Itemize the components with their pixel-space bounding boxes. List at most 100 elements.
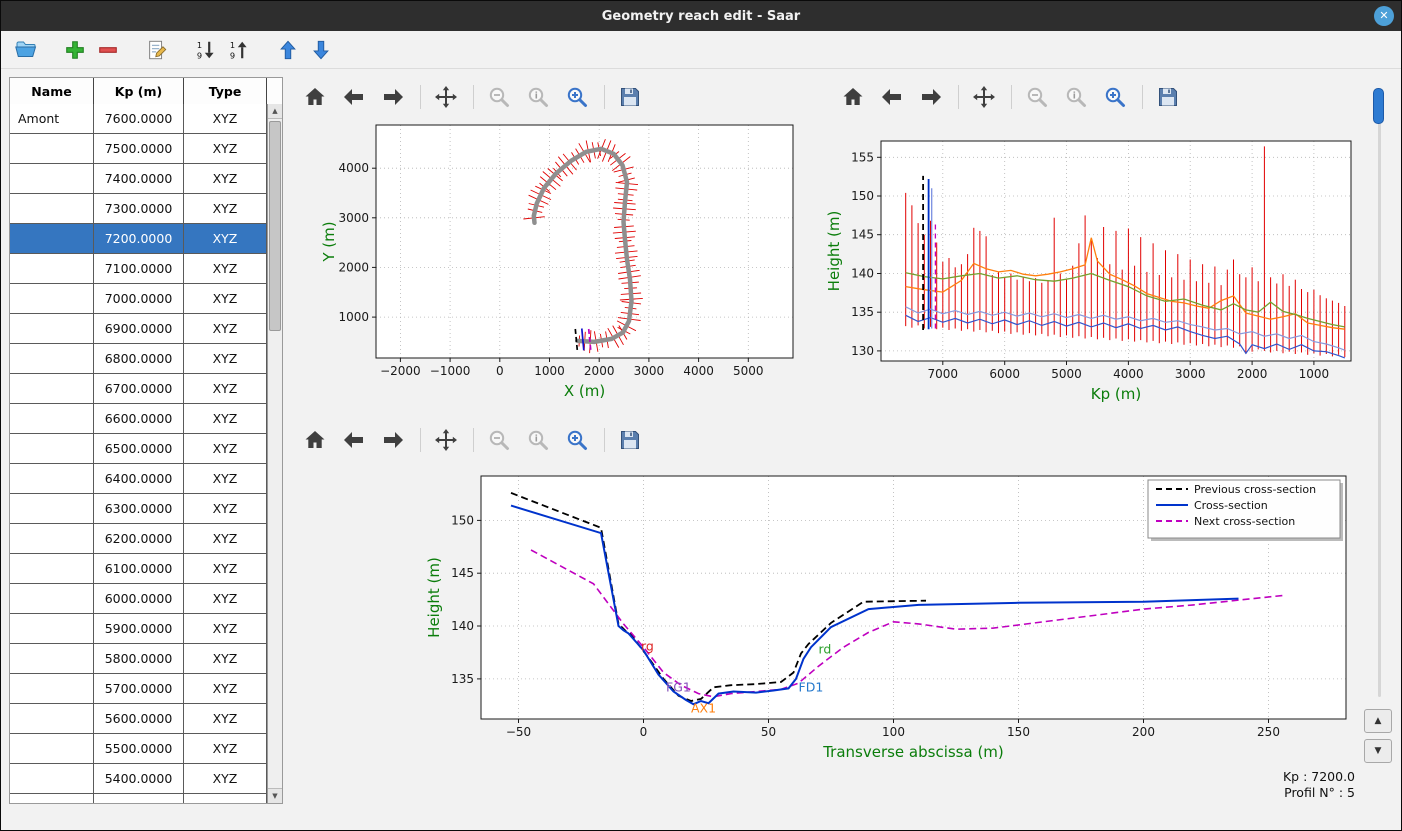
add-icon[interactable] xyxy=(62,37,88,63)
move-up-icon[interactable] xyxy=(275,37,301,63)
cell-kp: 6200.0000 xyxy=(94,524,184,553)
forward-icon[interactable] xyxy=(378,425,408,455)
status-info: Kp : 7200.0 Profil N° : 5 xyxy=(1283,769,1355,801)
svg-text:2000: 2000 xyxy=(338,260,369,274)
table-row[interactable]: 7000.0000 XYZ xyxy=(10,284,267,314)
scrollbar-thumb[interactable] xyxy=(269,121,281,331)
status-kp: Kp : 7200.0 xyxy=(1282,769,1355,784)
plan-view-chart[interactable]: −2000 −1000 0 1000 2000 3000 4000 5000 1000 2000 3… xyxy=(288,115,823,420)
profile-down-button[interactable]: ▼ xyxy=(1364,739,1392,763)
back-icon[interactable] xyxy=(877,82,907,112)
long-profile-chart[interactable]: 7000 6000 5000 4000 3000 2000 1000 130 135 140 145… xyxy=(826,115,1361,420)
table-row[interactable]: 7500.0000 XYZ xyxy=(10,134,267,164)
save-icon[interactable] xyxy=(615,82,645,112)
svg-text:4000: 4000 xyxy=(338,161,369,175)
vertical-slider-thumb[interactable] xyxy=(1373,88,1384,124)
remove-icon[interactable] xyxy=(95,37,121,63)
svg-text:3000: 3000 xyxy=(338,211,369,225)
home-icon[interactable] xyxy=(838,82,868,112)
pan-icon[interactable] xyxy=(969,82,999,112)
pan-icon[interactable] xyxy=(431,82,461,112)
svg-text:rg: rg xyxy=(641,638,654,653)
svg-text:140: 140 xyxy=(851,267,874,281)
titlebar[interactable]: Geometry reach edit - Saar ✕ xyxy=(1,1,1401,31)
cell-name xyxy=(10,524,94,553)
cell-name xyxy=(10,584,94,613)
save-icon[interactable] xyxy=(615,425,645,455)
table-row[interactable]: 7300.0000 XYZ xyxy=(10,194,267,224)
svg-text:7000: 7000 xyxy=(928,367,959,381)
cell-name xyxy=(10,164,94,193)
cell-name xyxy=(10,314,94,343)
close-button[interactable]: ✕ xyxy=(1374,6,1394,26)
open-folder-icon[interactable] xyxy=(13,37,39,63)
zoom-out-icon[interactable] xyxy=(484,425,514,455)
table-row[interactable]: 6000.0000 XYZ xyxy=(10,584,267,614)
zoom-info-icon[interactable]: i xyxy=(1061,82,1091,112)
column-header-type[interactable]: Type xyxy=(184,78,267,104)
zoom-out-icon[interactable] xyxy=(1022,82,1052,112)
table-row[interactable]: 5900.0000 XYZ xyxy=(10,614,267,644)
table-row[interactable]: 5600.0000 XYZ xyxy=(10,704,267,734)
zoom-out-icon[interactable] xyxy=(484,82,514,112)
table-row[interactable]: 5700.0000 XYZ xyxy=(10,674,267,704)
table-row[interactable]: 6900.0000 XYZ xyxy=(10,314,267,344)
table-row[interactable]: Amont 7600.0000 XYZ xyxy=(10,104,267,134)
vertical-slider-track[interactable] xyxy=(1378,89,1381,697)
back-icon[interactable] xyxy=(339,82,369,112)
table-row[interactable]: 6700.0000 XYZ xyxy=(10,374,267,404)
table-row[interactable]: 6200.0000 XYZ xyxy=(10,524,267,554)
svg-text:150: 150 xyxy=(451,513,474,527)
table-row[interactable]: 7100.0000 XYZ xyxy=(10,254,267,284)
home-icon[interactable] xyxy=(300,82,330,112)
zoom-rect-icon[interactable] xyxy=(1100,82,1130,112)
table-row[interactable]: 6500.0000 XYZ xyxy=(10,434,267,464)
column-header-name[interactable]: Name xyxy=(10,78,94,104)
table-scrollbar[interactable]: ▲ ▼ xyxy=(267,104,282,803)
table-row[interactable]: 5400.0000 XYZ xyxy=(10,764,267,794)
cell-type: XYZ xyxy=(184,704,267,733)
table-row[interactable]: 5800.0000 XYZ xyxy=(10,644,267,674)
forward-icon[interactable] xyxy=(916,82,946,112)
zoom-rect-icon[interactable] xyxy=(562,425,592,455)
cell-name xyxy=(10,644,94,673)
cell-name xyxy=(10,554,94,583)
table-row[interactable]: 6400.0000 XYZ xyxy=(10,464,267,494)
table-row[interactable]: 6600.0000 XYZ xyxy=(10,404,267,434)
table-row[interactable]: 6300.0000 XYZ xyxy=(10,494,267,524)
scroll-up-icon[interactable]: ▲ xyxy=(268,104,282,119)
table-row[interactable]: 6800.0000 XYZ xyxy=(10,344,267,374)
profile-up-button[interactable]: ▲ xyxy=(1364,709,1392,733)
zoom-rect-icon[interactable] xyxy=(562,82,592,112)
column-header-kp[interactable]: Kp (m) xyxy=(94,78,184,104)
home-icon[interactable] xyxy=(300,425,330,455)
svg-text:AX1: AX1 xyxy=(691,701,716,716)
table-row[interactable]: 7200.0000 XYZ xyxy=(10,224,267,254)
back-icon[interactable] xyxy=(339,425,369,455)
scroll-down-icon[interactable]: ▼ xyxy=(268,788,282,803)
edit-icon[interactable] xyxy=(144,37,170,63)
move-down-icon[interactable] xyxy=(308,37,334,63)
save-icon[interactable] xyxy=(1153,82,1183,112)
table-row[interactable]: 5500.0000 XYZ xyxy=(10,734,267,764)
toolbar-separator xyxy=(420,428,421,452)
svg-text:i: i xyxy=(535,435,538,445)
svg-text:FD1: FD1 xyxy=(799,680,824,695)
toolbar-separator xyxy=(604,85,605,109)
cell-name xyxy=(10,284,94,313)
cell-kp: 6800.0000 xyxy=(94,344,184,373)
zoom-info-icon[interactable]: i xyxy=(523,82,553,112)
pan-icon[interactable] xyxy=(431,425,461,455)
toolbar-separator xyxy=(473,85,474,109)
forward-icon[interactable] xyxy=(378,82,408,112)
table-row[interactable]: 7400.0000 XYZ xyxy=(10,164,267,194)
zoom-info-icon[interactable]: i xyxy=(523,425,553,455)
cell-name: Amont xyxy=(10,104,94,133)
cell-kp: 5500.0000 xyxy=(94,734,184,763)
table-row[interactable]: 6100.0000 XYZ xyxy=(10,554,267,584)
